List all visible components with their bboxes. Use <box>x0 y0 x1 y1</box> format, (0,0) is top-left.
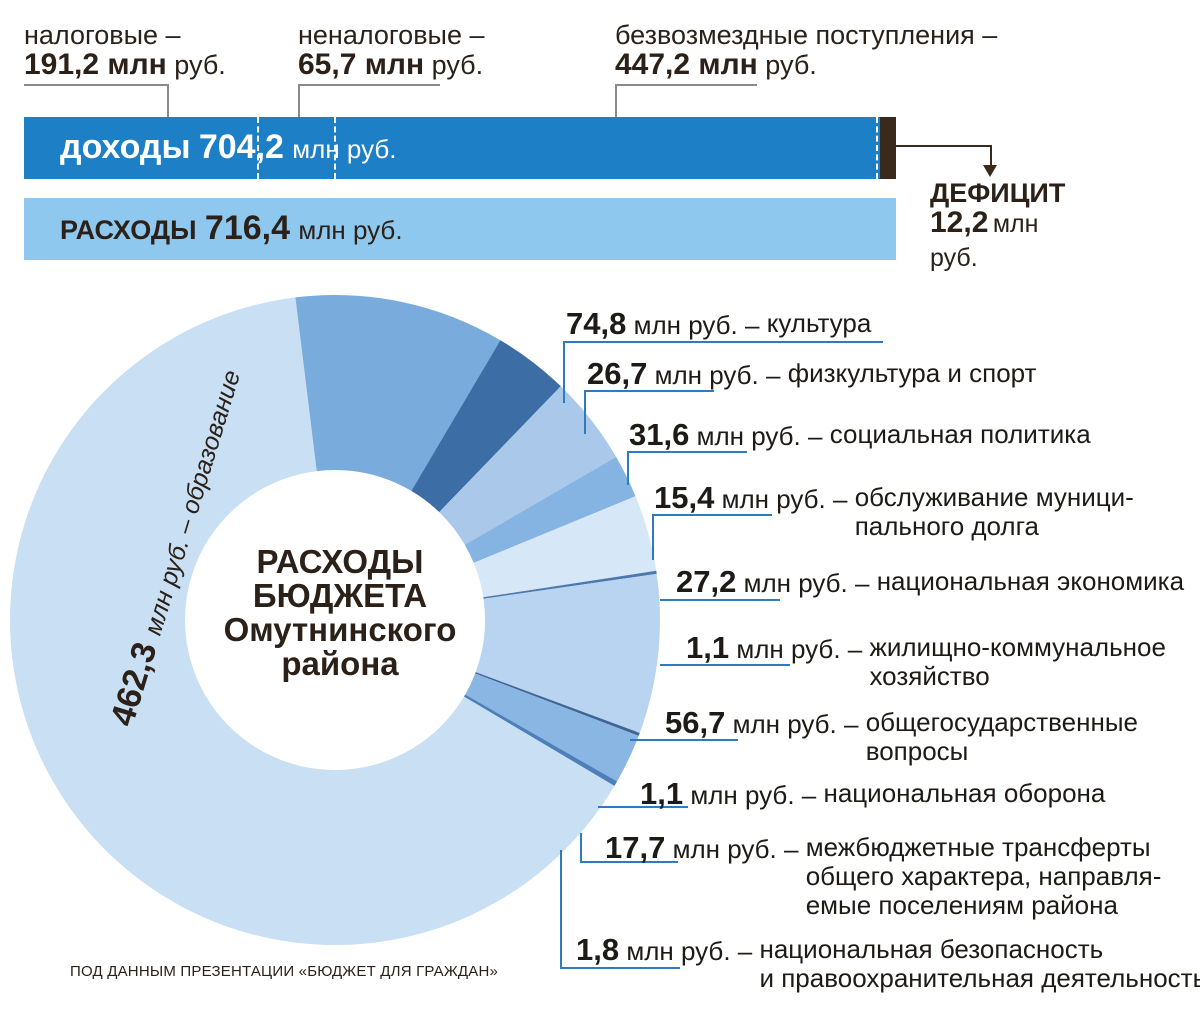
donut-slice <box>465 673 639 782</box>
connector-economy <box>660 599 780 601</box>
donut-slice <box>473 496 657 598</box>
connector-general <box>630 739 738 741</box>
income-nontax-label: неналоговые – 65,7 млн руб. <box>298 20 485 81</box>
income-nontax-leader <box>298 84 440 119</box>
donut-center-title: РАСХОДЫ БЮДЖЕТА Омутнинского района <box>223 543 457 682</box>
source-note: ПОД ДАННЫМ ПРЕЗЕНТАЦИИ «БЮДЖЕТ ДЛЯ ГРАЖД… <box>70 963 499 980</box>
connector-security-h <box>560 967 680 969</box>
donut-slice <box>464 456 636 563</box>
expense-bar: РАСХОДЫ 716,4 млн руб. <box>24 198 896 260</box>
income-bar: доходы 704,2 млн руб. <box>24 117 880 179</box>
expense-item-sport: 26,7 млн руб. – физкультура и спорт <box>587 356 1037 391</box>
donut-slice <box>475 573 660 733</box>
deficit-block <box>880 117 896 179</box>
donut-slice <box>411 340 561 513</box>
donut-slice <box>475 672 640 736</box>
connector-culture-h <box>563 341 883 343</box>
connector-housing <box>660 664 790 666</box>
connector-sport-h <box>584 390 714 392</box>
deficit-label: ДЕФИЦИТ 12,2 млн руб. <box>930 178 1066 272</box>
income-grants-label: безвозмездные поступления – 447,2 млн ру… <box>615 20 998 81</box>
connector-transfers <box>580 833 582 861</box>
expense-item-economy: 27,2 млн руб. – национальная экономика <box>676 564 1185 599</box>
expense-item-general: 56,7 млн руб. – общегосударственные вопр… <box>665 705 1138 766</box>
income-tax-leader <box>24 84 169 119</box>
donut-slice <box>439 386 617 545</box>
deficit-arrow-icon <box>983 165 997 177</box>
donut-slice <box>9 297 615 946</box>
expense-item-transfers: 17,7 млн руб. – межбюджетные трансферты … <box>605 830 1162 920</box>
connector-sport <box>584 390 586 434</box>
donut-slice <box>483 570 657 599</box>
connector-transfers-h <box>580 861 678 863</box>
expense-bar-text: РАСХОДЫ 716,4 млн руб. <box>60 209 403 247</box>
donut-slice <box>295 295 501 491</box>
deficit-leader <box>896 145 992 167</box>
income-bar-text: доходы 704,2 млн руб. <box>60 128 397 166</box>
expense-item-housing: 1,1 млн руб. – жилищно-коммунальное хозя… <box>686 630 1166 691</box>
connector-debt <box>652 514 654 560</box>
income-grants-leader <box>615 84 757 119</box>
connector-security <box>560 850 562 967</box>
income-divider-3 <box>876 117 878 179</box>
income-divider-2 <box>334 117 336 179</box>
expense-item-culture: 74,8 млн руб. – культура <box>566 306 872 341</box>
donut-slice <box>463 694 618 786</box>
expense-item-security: 1,8 млн руб. – национальная безопасность… <box>576 932 1200 993</box>
income-tax-label: налоговые – 191,2 млн руб. <box>24 20 226 81</box>
connector-social-h <box>627 451 747 453</box>
expense-item-defense: 1,1 млн руб. – национальная оборона <box>640 776 1106 811</box>
connector-defense <box>598 806 688 808</box>
expense-item-debt: 15,4 млн руб. – обслуживание муници- пал… <box>654 480 1134 541</box>
expense-item-social: 31,6 млн руб. – социальная политика <box>629 417 1091 452</box>
connector-debt-h <box>652 514 772 516</box>
connector-social <box>627 451 629 485</box>
connector-culture <box>563 341 565 403</box>
income-divider-1 <box>257 117 259 179</box>
